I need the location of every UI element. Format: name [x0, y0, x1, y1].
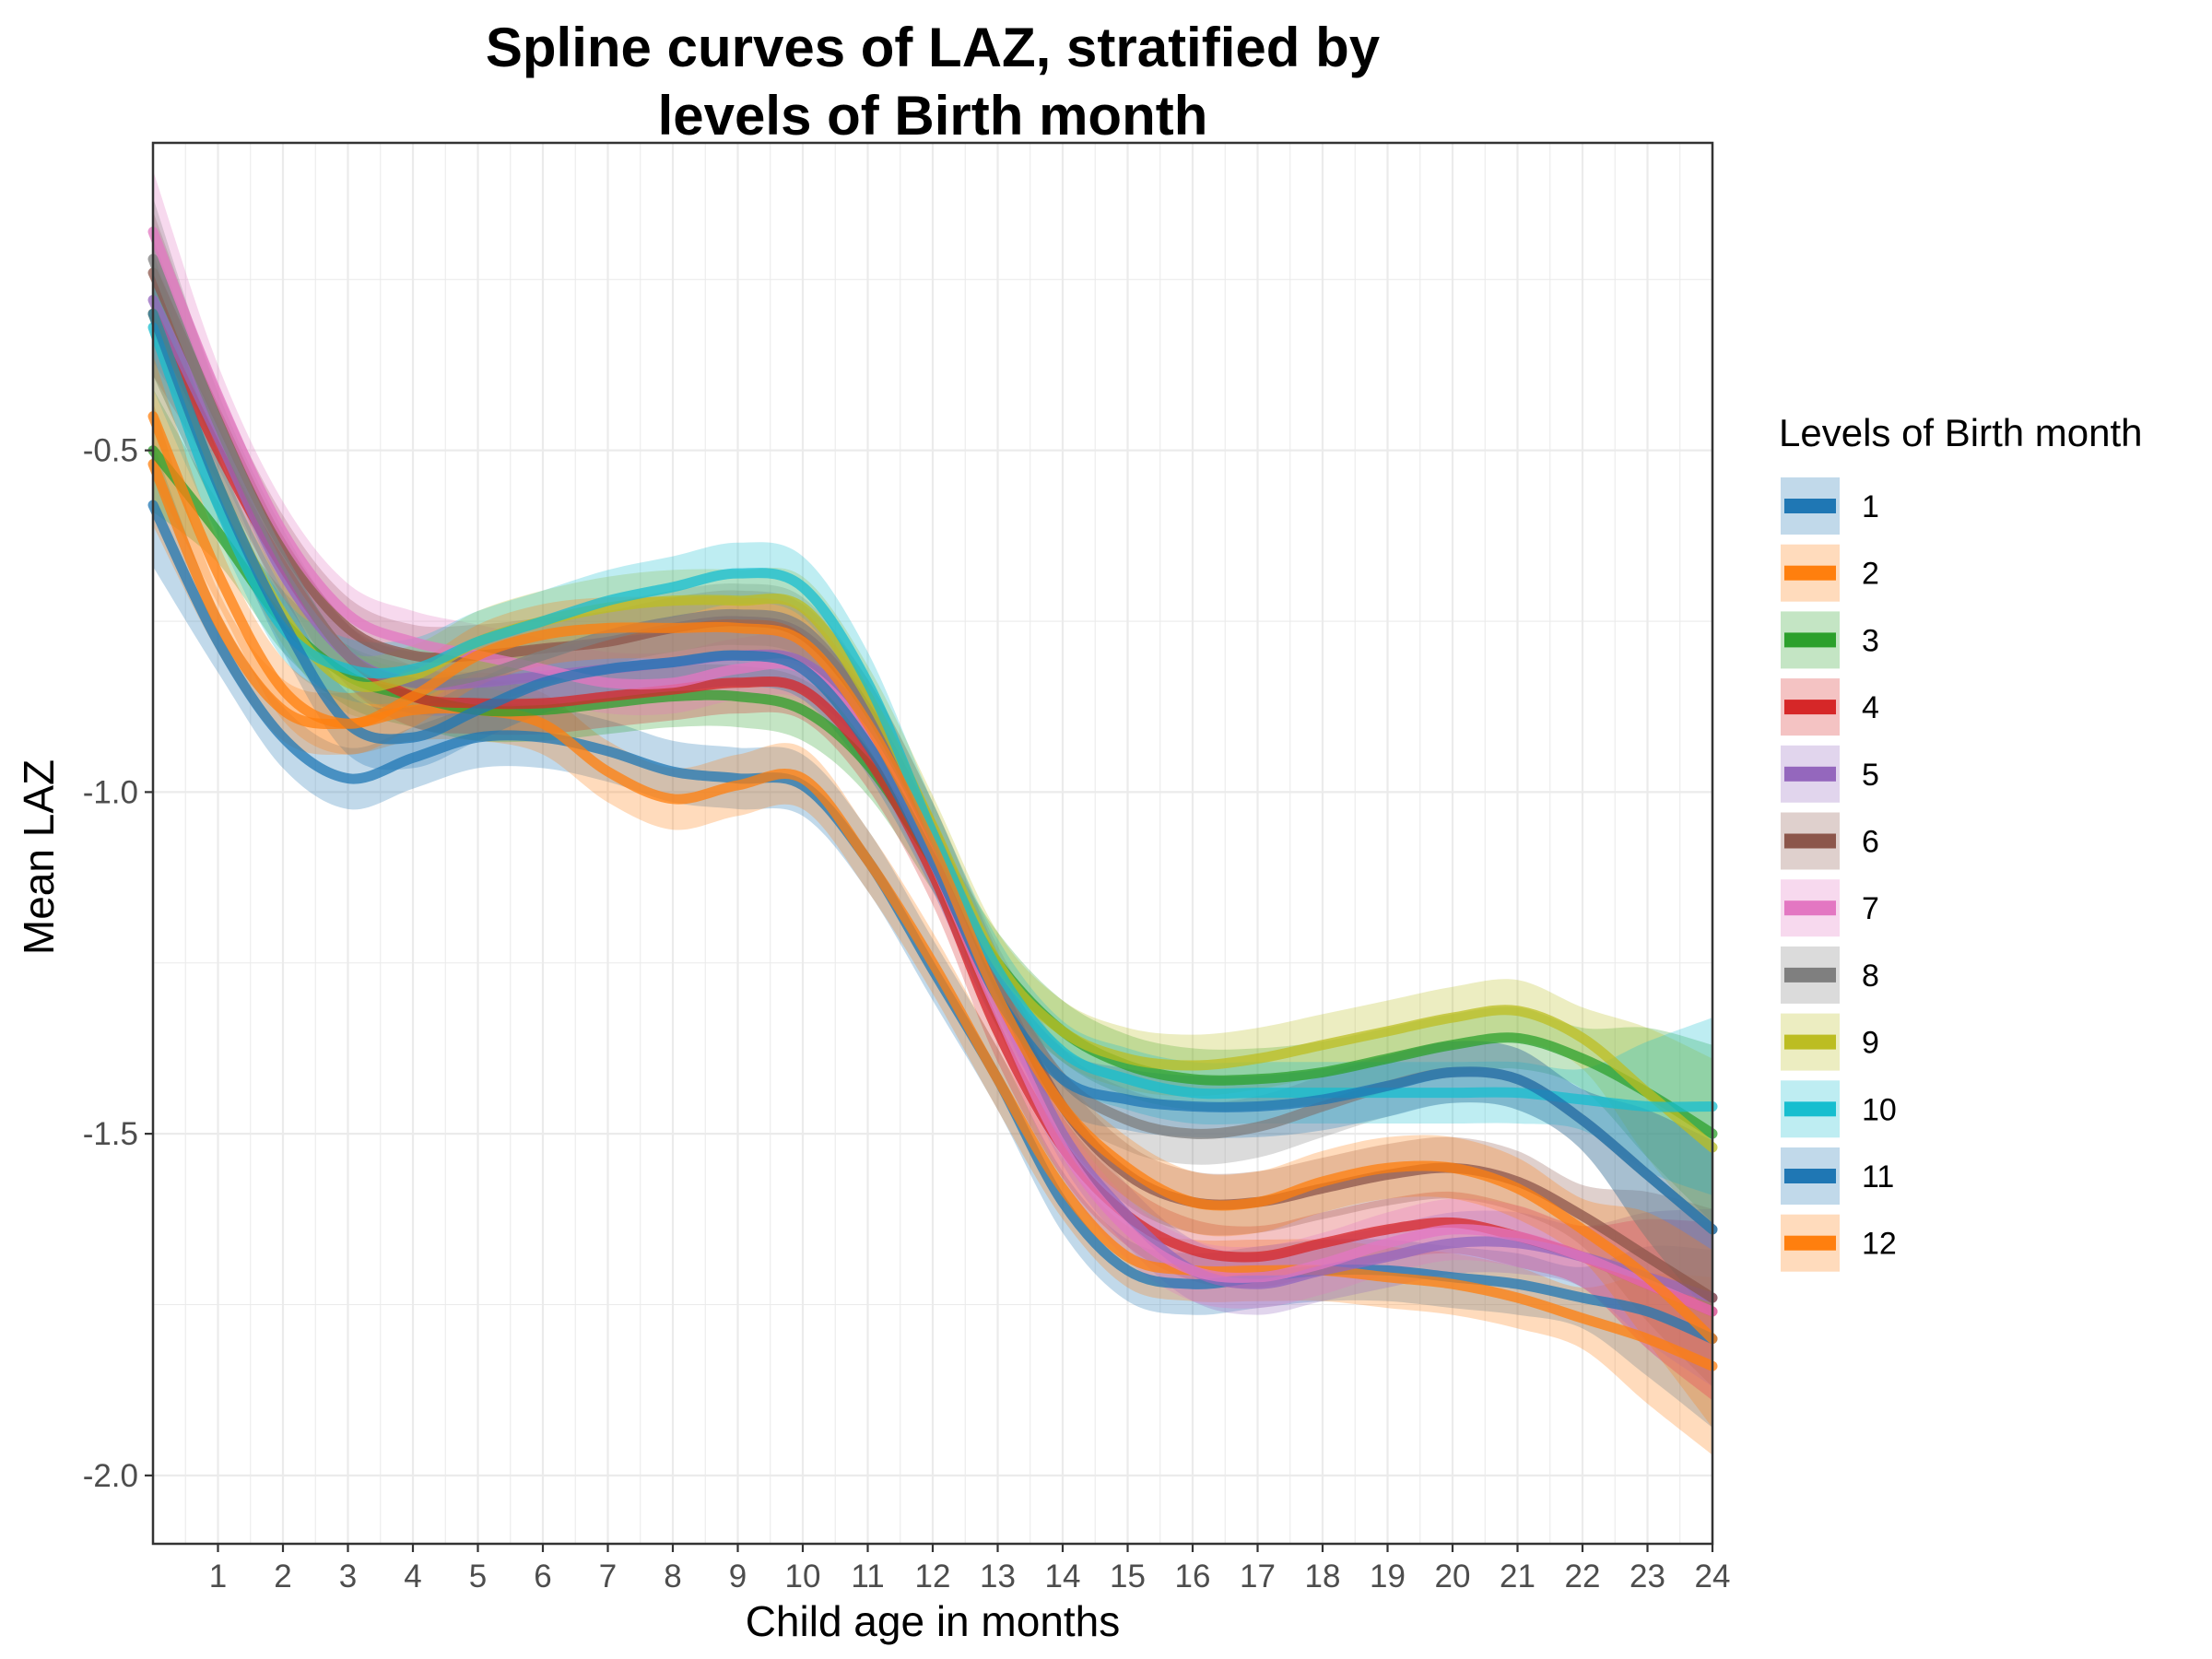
- legend-key-line: [1784, 565, 1836, 581]
- y-tick-label: -2.0: [83, 1458, 138, 1494]
- x-tick-label: 15: [1110, 1559, 1146, 1594]
- legend-key-line: [1784, 766, 1836, 782]
- x-tick-label: 14: [1045, 1559, 1081, 1594]
- x-tick-label: 22: [1565, 1559, 1601, 1594]
- series-line-birth-month-10: [147, 322, 1718, 1112]
- legend-label: 7: [1862, 891, 1879, 926]
- x-tick-label: 19: [1370, 1559, 1406, 1594]
- legend-key-line: [1784, 499, 1836, 513]
- chart-title-line-1: Spline curves of LAZ, stratified by: [486, 17, 1381, 78]
- x-tick-label: 20: [1435, 1559, 1471, 1594]
- x-tick-label: 17: [1240, 1559, 1276, 1594]
- y-axis-title: Mean LAZ: [15, 759, 63, 955]
- legend-key-line: [1784, 1169, 1836, 1183]
- legend-label: 3: [1862, 623, 1879, 658]
- x-axis-ticks: 1 2 3 4 5 6 7 8 9 10 11 12 13 14 15 16 17 18 19 20 21 22 23 24: [209, 1544, 1731, 1594]
- x-tick-label: 18: [1305, 1559, 1341, 1594]
- legend-key-line: [1784, 833, 1836, 849]
- x-tick-label: 24: [1695, 1559, 1731, 1594]
- chart-title: Spline curves of LAZ, stratified by leve…: [486, 17, 1381, 147]
- x-tick-label: 23: [1630, 1559, 1665, 1594]
- y-axis-ticks: -0.5 -1.0 -1.5 -2.0: [83, 433, 153, 1494]
- legend-label: 5: [1862, 758, 1879, 793]
- series-line-birth-month-12: [147, 411, 1718, 1345]
- x-tick-label: 2: [274, 1559, 291, 1594]
- legend-key-line: [1784, 700, 1836, 715]
- legend-key-line: [1784, 1101, 1836, 1117]
- legend-label: 6: [1862, 825, 1879, 860]
- x-tick-label: 10: [785, 1559, 821, 1594]
- legend-key-line: [1784, 1034, 1836, 1050]
- series-lines: [147, 226, 1718, 1371]
- chart-title-line-2: levels of Birth month: [658, 85, 1208, 147]
- legend-key-line: [1784, 900, 1836, 916]
- ci-band-birth-month-5: [153, 238, 1712, 1387]
- x-tick-label: 12: [915, 1559, 951, 1594]
- legend-label: 10: [1862, 1092, 1897, 1127]
- y-tick-label: -1.5: [83, 1116, 138, 1152]
- legend-label: 12: [1862, 1227, 1897, 1262]
- x-tick-label: 8: [664, 1559, 681, 1594]
- legend-key-line: [1784, 632, 1836, 648]
- x-tick-label: 1: [209, 1559, 227, 1594]
- x-tick-label: 9: [729, 1559, 747, 1594]
- legend-label: 1: [1862, 489, 1879, 524]
- x-tick-label: 3: [339, 1559, 357, 1594]
- x-tick-label: 4: [404, 1559, 421, 1594]
- legend-label: 11: [1862, 1159, 1894, 1194]
- y-tick-label: -0.5: [83, 433, 138, 469]
- x-tick-label: 11: [851, 1559, 884, 1594]
- x-tick-label: 21: [1500, 1559, 1535, 1594]
- x-axis-title: Child age in months: [746, 1597, 1121, 1645]
- x-tick-label: 5: [469, 1559, 487, 1594]
- x-tick-label: 13: [980, 1559, 1016, 1594]
- legend-label: 9: [1862, 1026, 1879, 1061]
- legend-label: 2: [1862, 557, 1879, 592]
- legend-label: 4: [1862, 690, 1879, 725]
- legend-key-line: [1784, 1235, 1836, 1251]
- legend-label: 8: [1862, 959, 1879, 994]
- y-tick-label: -1.0: [83, 774, 138, 810]
- x-tick-label: 16: [1175, 1559, 1211, 1594]
- legend-title: Levels of Birth month: [1779, 411, 2143, 454]
- x-tick-label: 6: [534, 1559, 551, 1594]
- legend-key-line: [1784, 967, 1836, 982]
- series-line-birth-month-11: [147, 308, 1718, 1235]
- x-tick-label: 7: [599, 1559, 617, 1594]
